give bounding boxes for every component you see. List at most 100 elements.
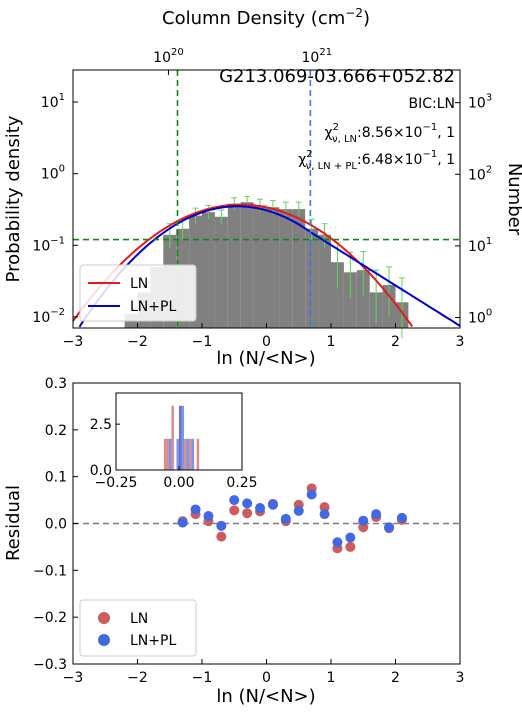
bottom-x-tick-label-3: 0 xyxy=(262,670,271,686)
fit-curves xyxy=(72,203,461,328)
bottom-y-tick-label-1: −0.2 xyxy=(33,610,67,626)
top-right-tick-label-3: 103 xyxy=(468,93,492,112)
top-density-tick-label-1: 1021 xyxy=(302,47,333,66)
lnpl-residual-point-10 xyxy=(306,489,317,500)
chart-title: G213.069-03.666+052.82 xyxy=(219,66,455,87)
inset-y-tick-label-0: 0.0 xyxy=(90,463,112,479)
lnpl-residual-point-17 xyxy=(396,512,407,523)
ln-inset-bar-2 xyxy=(171,405,174,470)
hist-bar-6 xyxy=(202,212,215,328)
top-x-tick-label-3: 0 xyxy=(262,334,271,350)
bottom-y-axis-label: Residual xyxy=(3,485,24,561)
legend-lnpl-label: LN+PL xyxy=(130,299,176,315)
top-x-tick-label-5: 2 xyxy=(391,334,400,350)
residual-points xyxy=(177,483,407,554)
bottom-x-axis-label: ln (N/<N>) xyxy=(216,686,315,707)
hist-bar-15 xyxy=(318,234,331,328)
hist-bar-16 xyxy=(331,262,344,328)
inset-x-tick-label-0: −0.25 xyxy=(95,475,138,491)
lnpl-residual-point-3 xyxy=(216,520,227,531)
legend-lnpl-marker xyxy=(98,634,110,646)
hist-bar-12 xyxy=(279,209,293,328)
chi-ln-annotation: χ2 ν, LN:8.56×10−1, 1 xyxy=(325,122,455,145)
lnpl-residual-point-0 xyxy=(177,517,188,528)
ln-residual-point-11 xyxy=(319,502,330,513)
legend-ln-marker xyxy=(98,612,110,624)
top-right-tick-label-1: 101 xyxy=(468,236,492,255)
top-y2-axis-label: Number xyxy=(504,163,522,236)
bottom-y-tick-label-3: 0.0 xyxy=(45,517,67,533)
inset-x-tick-label-1: 0.00 xyxy=(163,475,194,491)
hist-bar-10 xyxy=(253,205,267,328)
lnpl-inset-bar-3 xyxy=(181,405,185,470)
lnpl-residual-point-7 xyxy=(267,499,278,510)
bottom-x-tick-label-5: 2 xyxy=(391,670,400,686)
bottom-y-tick-label-0: −0.3 xyxy=(33,657,67,673)
top-x-axis-label: ln (N/<N>) xyxy=(216,348,315,369)
lnpl-residual-point-15 xyxy=(371,509,382,520)
top-x-tick-label-0: −3 xyxy=(63,334,84,350)
top-panel: −3 −2 −1 0 1 2 3 10−2 10−1 100 101 1020 1021 100 101 10… xyxy=(3,6,522,369)
legend-ln-label: LN xyxy=(130,611,148,627)
inset-bars xyxy=(163,405,200,470)
top-column-density-label: Column Density (cm−2) xyxy=(162,6,370,29)
hist-bar-14 xyxy=(305,228,319,328)
lnpl-residual-point-6 xyxy=(255,503,266,514)
bottom-y-tick-label-6: 0.3 xyxy=(45,376,67,392)
inset: −0.25 0.00 0.25 0.0 2.5 xyxy=(90,392,258,491)
bottom-x-tick-label-2: −1 xyxy=(192,670,213,686)
bottom-x-tick-label-0: −3 xyxy=(63,670,84,686)
top-y-tick-label-1: 10−1 xyxy=(32,235,65,254)
bottom-y-tick-label-5: 0.2 xyxy=(45,423,67,439)
bottom-x-tick-label-4: 1 xyxy=(327,670,336,686)
inset-x-tick-label-2: 0.25 xyxy=(226,475,257,491)
inset-y-tick-label-1: 2.5 xyxy=(90,417,112,433)
lnpl-residual-point-8 xyxy=(280,513,291,524)
hist-bar-11 xyxy=(266,207,280,328)
top-x-tick-label-2: −1 xyxy=(192,334,213,350)
top-legend: LN LN+PL xyxy=(79,264,197,322)
lnpl-residual-point-5 xyxy=(242,498,253,509)
bottom-legend: LN LN+PL xyxy=(79,599,197,657)
lnpl-inset-bar-5 xyxy=(191,438,195,470)
ln-inset-bar-1 xyxy=(166,438,169,470)
bottom-x-tick-label-1: −2 xyxy=(127,670,148,686)
lnpl-residual-point-12 xyxy=(332,537,343,548)
lnpl-inset-bar-1 xyxy=(176,438,179,470)
lnpl-inset-bar-0 xyxy=(168,438,172,470)
lnpl-residual-point-11 xyxy=(319,509,330,520)
top-x-tick-label-6: 3 xyxy=(456,334,465,350)
inset-ticks: −0.25 0.00 0.25 0.0 2.5 xyxy=(90,417,258,491)
chi-lnpl-annotation: χ2 ν, LN + PL:6.48×10−1, 1 xyxy=(298,149,455,172)
lnpl-fit-curve xyxy=(78,205,461,328)
ln-residual-point-5 xyxy=(242,508,253,519)
bottom-axis-ticks: −3 −2 −1 0 1 2 3 −0.3 −0.2 −0.1 0.0 0.1 0.2 0.3 xyxy=(33,376,464,686)
hist-bar-7 xyxy=(214,216,228,328)
top-y-tick-label-2: 100 xyxy=(41,164,65,183)
top-right-tick-label-2: 102 xyxy=(468,164,492,183)
ln-inset-bar-4 xyxy=(184,438,187,470)
hist-bar-18 xyxy=(356,270,370,328)
top-y-tick-label-3: 101 xyxy=(41,92,65,111)
lnpl-residual-point-4 xyxy=(229,495,240,506)
lnpl-residual-point-16 xyxy=(384,522,395,533)
legend-lnpl-label: LN+PL xyxy=(130,633,176,649)
hist-bar-9 xyxy=(240,202,254,328)
ln-inset-bar-0 xyxy=(163,438,167,470)
lnpl-inset-bar-2 xyxy=(179,405,182,470)
lnpl-inset-bar-4 xyxy=(186,438,190,470)
bottom-y-tick-label-2: −0.1 xyxy=(33,563,67,579)
bottom-x-tick-label-6: 3 xyxy=(456,670,465,686)
top-y-axis-label: Probability density xyxy=(3,115,24,282)
top-right-tick-label-0: 100 xyxy=(468,308,492,327)
top-axis-ticks: −3 −2 −1 0 1 2 3 10−2 10−1 100 101 1020 1021 100 101 10… xyxy=(32,47,492,350)
lnpl-residual-point-14 xyxy=(358,515,369,526)
ln-residual-point-4 xyxy=(229,505,240,516)
lnpl-residual-point-1 xyxy=(190,504,201,515)
ln-inset-bar-5 xyxy=(189,438,192,470)
bottom-panel: −3 −2 −1 0 1 2 3 −0.3 −0.2 −0.1 0.0 0.1 0.2 0.3 ln (N… xyxy=(3,376,464,707)
lnpl-residual-point-9 xyxy=(293,505,304,516)
bic-annotation: BIC:LN xyxy=(409,96,456,112)
ln-residual-point-13 xyxy=(345,541,356,552)
